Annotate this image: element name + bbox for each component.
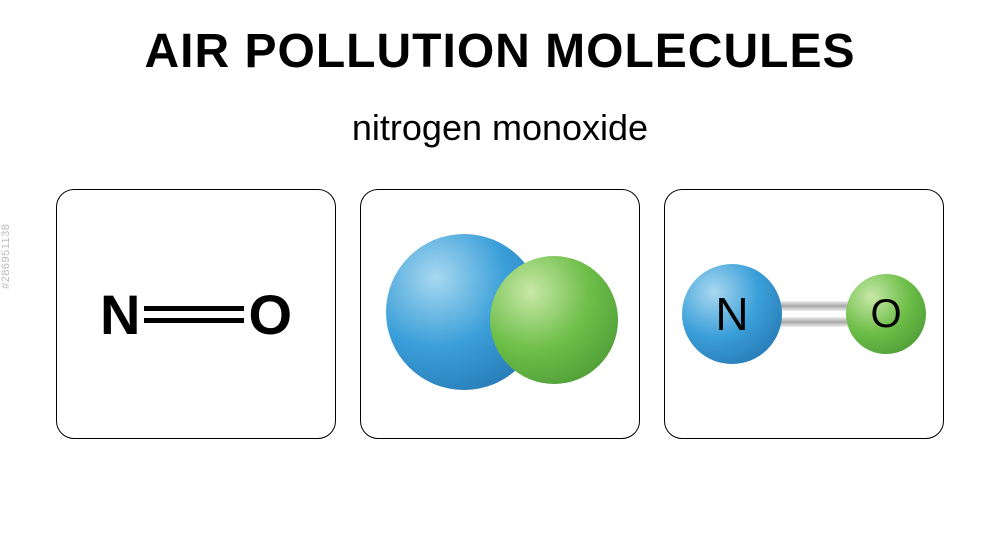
watermark-text: #286951138 (0, 224, 12, 289)
bond-line-2 (144, 318, 244, 323)
ball-o-label: O (870, 292, 901, 337)
bond-line-1 (144, 306, 244, 311)
atom-o-letter: O (248, 282, 292, 347)
main-title: AIR POLLUTION MOLECULES (0, 24, 1000, 79)
structural-formula: N O (57, 282, 335, 347)
panels-row: N O N O (0, 189, 1000, 439)
ball-oxygen: O (846, 274, 926, 354)
ball-n-label: N (715, 287, 748, 341)
panel-ballstick: N O (664, 189, 944, 439)
panel-structural: N O (56, 189, 336, 439)
sphere-oxygen (490, 256, 618, 384)
panel-spacefill (360, 189, 640, 439)
atom-n-letter: N (100, 282, 140, 347)
ballstick-model: N O (674, 244, 934, 384)
spacefill-model (380, 224, 620, 404)
subtitle: nitrogen monoxide (0, 107, 1000, 149)
double-bond (144, 306, 244, 323)
ball-nitrogen: N (682, 264, 782, 364)
